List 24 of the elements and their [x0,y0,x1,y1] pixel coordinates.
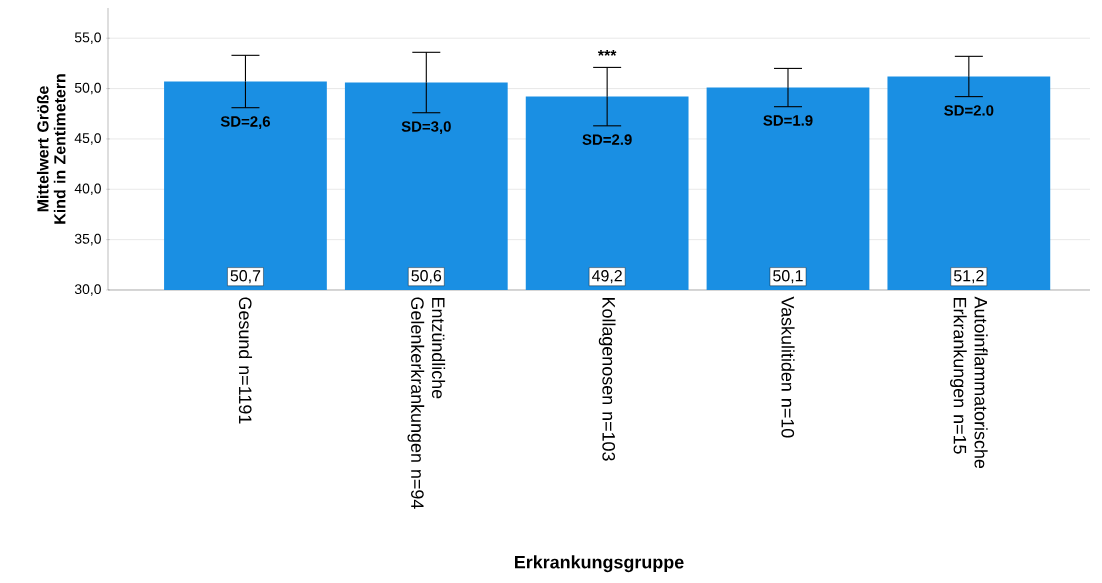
x-tick-label: Kollagenosen n=103 [598,297,616,461]
annotation: *** [597,49,617,56]
y-tick-label: 50,0 [74,82,101,95]
x-tick-label: Vaskulitiden n=10 [781,296,795,438]
data-label: 49,2 [591,270,622,284]
x-tick-label: Autoinflammatorische Erkrankungen n=15 [950,296,988,469]
y-tick-label: 55,0 [74,32,101,44]
data-label: 50,6 [411,270,442,284]
data-label: 51,2 [953,270,984,284]
y-tick-label: 45,0 [74,133,101,145]
y-tick-label: 40,0 [74,183,101,196]
x-tick-label: Entzündliche Gelenkerkrankungen n=94 [407,297,446,509]
data-label: 50,1 [773,270,803,284]
annotation: SD=2.0 [944,105,994,116]
annotation: SD=2,6 [220,116,271,129]
x-tick-label: Gesund n=1191 [238,297,253,424]
data-label: 50,7 [230,270,261,284]
y-tick-label: 30,0 [74,284,101,296]
x-axis-title: Erkrankungsgruppe [515,555,684,573]
annotation: SD=2.9 [582,134,632,145]
y-tick-label: 35,0 [74,233,101,246]
annotation: SD=1.9 [763,115,813,126]
y-axis-title: Mittelwert Größe Kind in Zentimetern [36,74,66,224]
annotation: SD=3,0 [401,121,451,134]
